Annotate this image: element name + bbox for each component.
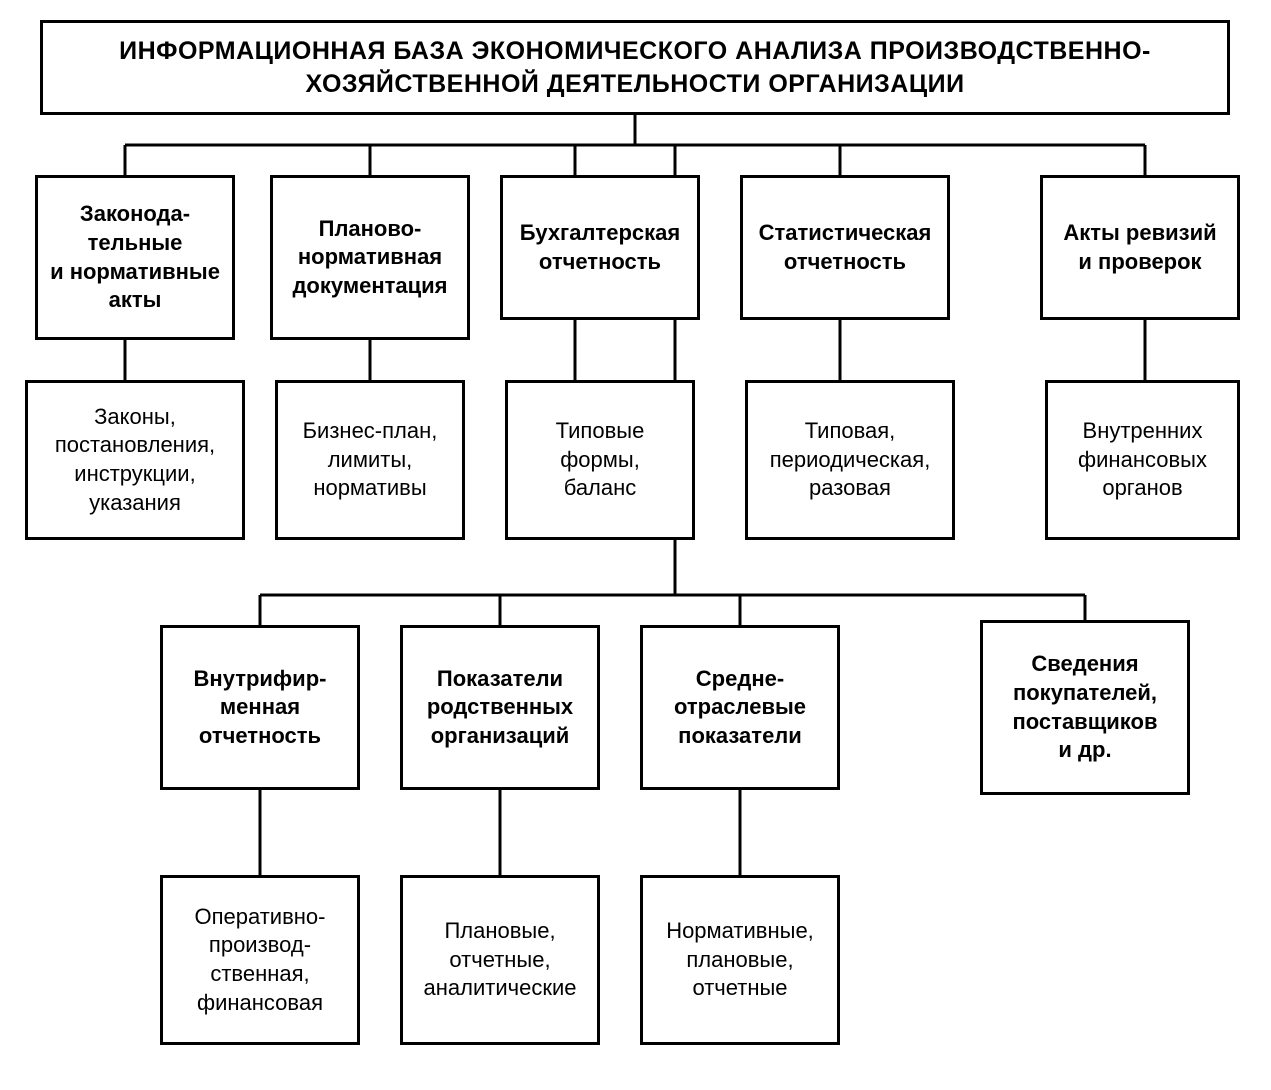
row4-label-1: Плановые,отчетные,аналитические — [424, 917, 577, 1003]
row3-label-0: Внутрифир-меннаяотчетность — [194, 665, 327, 751]
row2-label-1: Бизнес-план,лимиты,нормативы — [303, 417, 438, 503]
row1-label-4: Акты ревизийи проверок — [1063, 219, 1216, 276]
row4-box-1: Плановые,отчетные,аналитические — [400, 875, 600, 1045]
row3-box-3: Сведенияпокупателей,поставщикови др. — [980, 620, 1190, 795]
row3-box-1: Показателиродственныхорганизаций — [400, 625, 600, 790]
row1-box-3: Статистическаяотчетность — [740, 175, 950, 320]
row3-box-0: Внутрифир-меннаяотчетность — [160, 625, 360, 790]
row2-box-2: Типовыеформы,баланс — [505, 380, 695, 540]
row2-box-0: Законы,постановления,инструкции,указания — [25, 380, 245, 540]
row4-box-2: Нормативные,плановые,отчетные — [640, 875, 840, 1045]
row4-label-2: Нормативные,плановые,отчетные — [666, 917, 814, 1003]
row3-label-3: Сведенияпокупателей,поставщикови др. — [1013, 650, 1158, 764]
row2-label-4: Внутреннихфинансовыхорганов — [1078, 417, 1207, 503]
row2-box-4: Внутреннихфинансовыхорганов — [1045, 380, 1240, 540]
row1-label-0: Законода-тельныеи нормативныеакты — [50, 200, 220, 314]
row1-box-1: Планово-нормативнаядокументация — [270, 175, 470, 340]
row4-box-0: Оперативно-производ-ственная,финансовая — [160, 875, 360, 1045]
row1-box-2: Бухгалтерскаяотчетность — [500, 175, 700, 320]
row3-label-2: Средне-отраслевыепоказатели — [674, 665, 806, 751]
row1-label-3: Статистическаяотчетность — [759, 219, 932, 276]
row2-label-2: Типовыеформы,баланс — [556, 417, 645, 503]
row2-box-1: Бизнес-план,лимиты,нормативы — [275, 380, 465, 540]
row3-label-1: Показателиродственныхорганизаций — [427, 665, 573, 751]
row2-label-3: Типовая,периодическая,разовая — [770, 417, 931, 503]
row1-label-2: Бухгалтерскаяотчетность — [520, 219, 680, 276]
title-text: ИНФОРМАЦИОННАЯ БАЗА ЭКОНОМИЧЕСКОГО АНАЛИ… — [51, 35, 1219, 100]
row1-box-4: Акты ревизийи проверок — [1040, 175, 1240, 320]
row2-label-0: Законы,постановления,инструкции,указания — [55, 403, 215, 517]
row2-box-3: Типовая,периодическая,разовая — [745, 380, 955, 540]
row3-box-2: Средне-отраслевыепоказатели — [640, 625, 840, 790]
title-box: ИНФОРМАЦИОННАЯ БАЗА ЭКОНОМИЧЕСКОГО АНАЛИ… — [40, 20, 1230, 115]
org-chart-canvas: ИНФОРМАЦИОННАЯ БАЗА ЭКОНОМИЧЕСКОГО АНАЛИ… — [20, 20, 1251, 1070]
row1-label-1: Планово-нормативнаядокументация — [292, 215, 447, 301]
row1-box-0: Законода-тельныеи нормативныеакты — [35, 175, 235, 340]
row4-label-0: Оперативно-производ-ственная,финансовая — [194, 903, 325, 1017]
